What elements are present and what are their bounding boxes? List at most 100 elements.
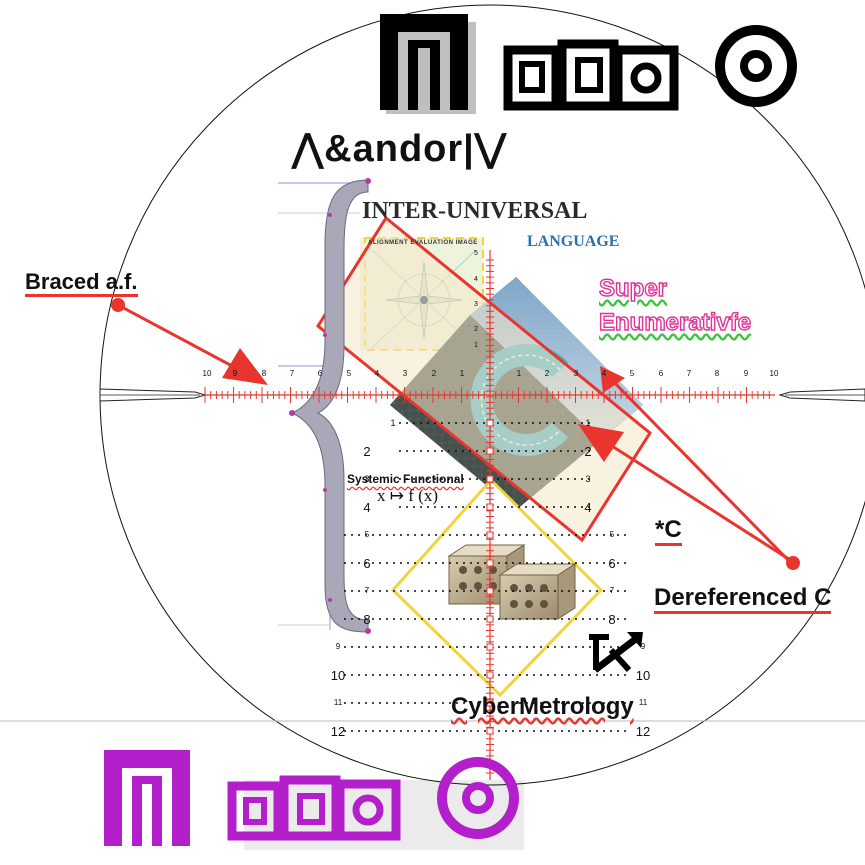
grid-dot (470, 674, 472, 676)
grid-dot (469, 450, 471, 452)
grid-dot (469, 506, 471, 508)
grid-dot (358, 562, 360, 564)
grid-dot (547, 590, 549, 592)
grid-dot (512, 590, 514, 592)
grid-dot (400, 702, 402, 704)
systemic-functional-label: Systemic Functional (347, 472, 464, 486)
grid-dot (588, 450, 590, 452)
scale-tick-label: 2 (584, 443, 592, 459)
scale-tick-label: 2 (544, 369, 550, 378)
grid-dot (575, 674, 577, 676)
grid-dot (393, 590, 395, 592)
grid-dot (575, 618, 577, 620)
grid-dot (414, 590, 416, 592)
grid-dot (574, 506, 576, 508)
grid-dot (519, 646, 521, 648)
grid-dot (526, 562, 528, 564)
grid-dot (505, 534, 507, 536)
grid-dot (484, 702, 486, 704)
grid-dot (547, 646, 549, 648)
grid-dot (477, 702, 479, 704)
grid-dot (518, 506, 520, 508)
grid-dot (610, 534, 612, 536)
grid-dot (582, 590, 584, 592)
grid-dot (624, 562, 626, 564)
grid-dot (407, 730, 409, 732)
grid-dot (476, 478, 478, 480)
grid-dot (434, 450, 436, 452)
grid-dot (344, 534, 346, 536)
grid-dot (435, 590, 437, 592)
grid-dot (497, 450, 499, 452)
grid-dot (344, 730, 346, 732)
grid-dot (610, 702, 612, 704)
grid-dot (469, 422, 471, 424)
grid-dot (560, 422, 562, 424)
grid-dot (421, 730, 423, 732)
grid-dot (351, 702, 353, 704)
grid-dot (568, 674, 570, 676)
grid-dot (518, 450, 520, 452)
grid-dot (463, 674, 465, 676)
grid-dot (428, 674, 430, 676)
grid-dot (449, 562, 451, 564)
scale-marker (486, 643, 494, 651)
scale-marker (486, 615, 494, 623)
grid-dot (386, 618, 388, 620)
grid-dot (483, 506, 485, 508)
grid-dot (372, 730, 374, 732)
grid-dot (470, 590, 472, 592)
grid-dot (511, 422, 513, 424)
grid-dot (476, 506, 478, 508)
grid-dot (470, 646, 472, 648)
grid-dot (617, 534, 619, 536)
grid-dot (386, 534, 388, 536)
grid-dot (596, 562, 598, 564)
grid-dot (386, 562, 388, 564)
grid-dot (547, 674, 549, 676)
grid-dot (554, 590, 556, 592)
grid-dot (428, 562, 430, 564)
grid-dot (504, 450, 506, 452)
grid-dot (575, 562, 577, 564)
grid-dot (519, 562, 521, 564)
grid-dot (603, 702, 605, 704)
grid-dot (498, 646, 500, 648)
grid-dot (596, 702, 598, 704)
grid-dot (553, 506, 555, 508)
grid-dot (393, 730, 395, 732)
grid-dot (525, 450, 527, 452)
grid-dot (372, 534, 374, 536)
grid-dot (414, 646, 416, 648)
grid-dot (358, 674, 360, 676)
scale-tick-label: 10 (202, 369, 212, 378)
grid-dot (582, 674, 584, 676)
grid-dot (554, 702, 556, 704)
grid-dot (533, 618, 535, 620)
grid-dot (379, 534, 381, 536)
grid-dot (470, 702, 472, 704)
scale-marker (486, 671, 494, 679)
grid-dot (386, 702, 388, 704)
grid-dot (603, 674, 605, 676)
grid-dot (421, 646, 423, 648)
arrow-deref-2 (603, 371, 792, 564)
grid-dot (560, 450, 562, 452)
grid-dot (483, 422, 485, 424)
grid-dot (512, 562, 514, 564)
grid-dot (413, 422, 415, 424)
scale-tick-label: 9 (743, 369, 749, 378)
grid-dot (442, 702, 444, 704)
grid-dot (546, 450, 548, 452)
grid-dot (589, 534, 591, 536)
scale-tick-label: 4 (363, 499, 371, 515)
grid-dot (449, 590, 451, 592)
grid-dot (497, 478, 499, 480)
grid-dot (400, 590, 402, 592)
grid-dot (463, 730, 465, 732)
grid-dot (610, 562, 612, 564)
grid-dot (372, 646, 374, 648)
grid-dot (526, 646, 528, 648)
grid-dot (428, 702, 430, 704)
